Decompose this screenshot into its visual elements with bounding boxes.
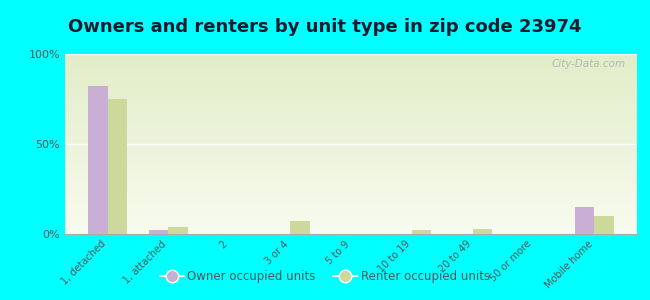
Text: Owners and renters by unit type in zip code 23974: Owners and renters by unit type in zip c…: [68, 18, 582, 36]
Text: City-Data.com: City-Data.com: [551, 59, 625, 69]
Bar: [575, 207, 594, 234]
Bar: [594, 216, 614, 234]
Bar: [412, 230, 432, 234]
Bar: [473, 229, 492, 234]
Bar: [168, 227, 188, 234]
Legend: Owner occupied units, Renter occupied units: Owner occupied units, Renter occupied un…: [155, 266, 495, 288]
Bar: [149, 230, 168, 234]
Bar: [290, 221, 309, 234]
Bar: [108, 99, 127, 234]
Bar: [88, 86, 108, 234]
